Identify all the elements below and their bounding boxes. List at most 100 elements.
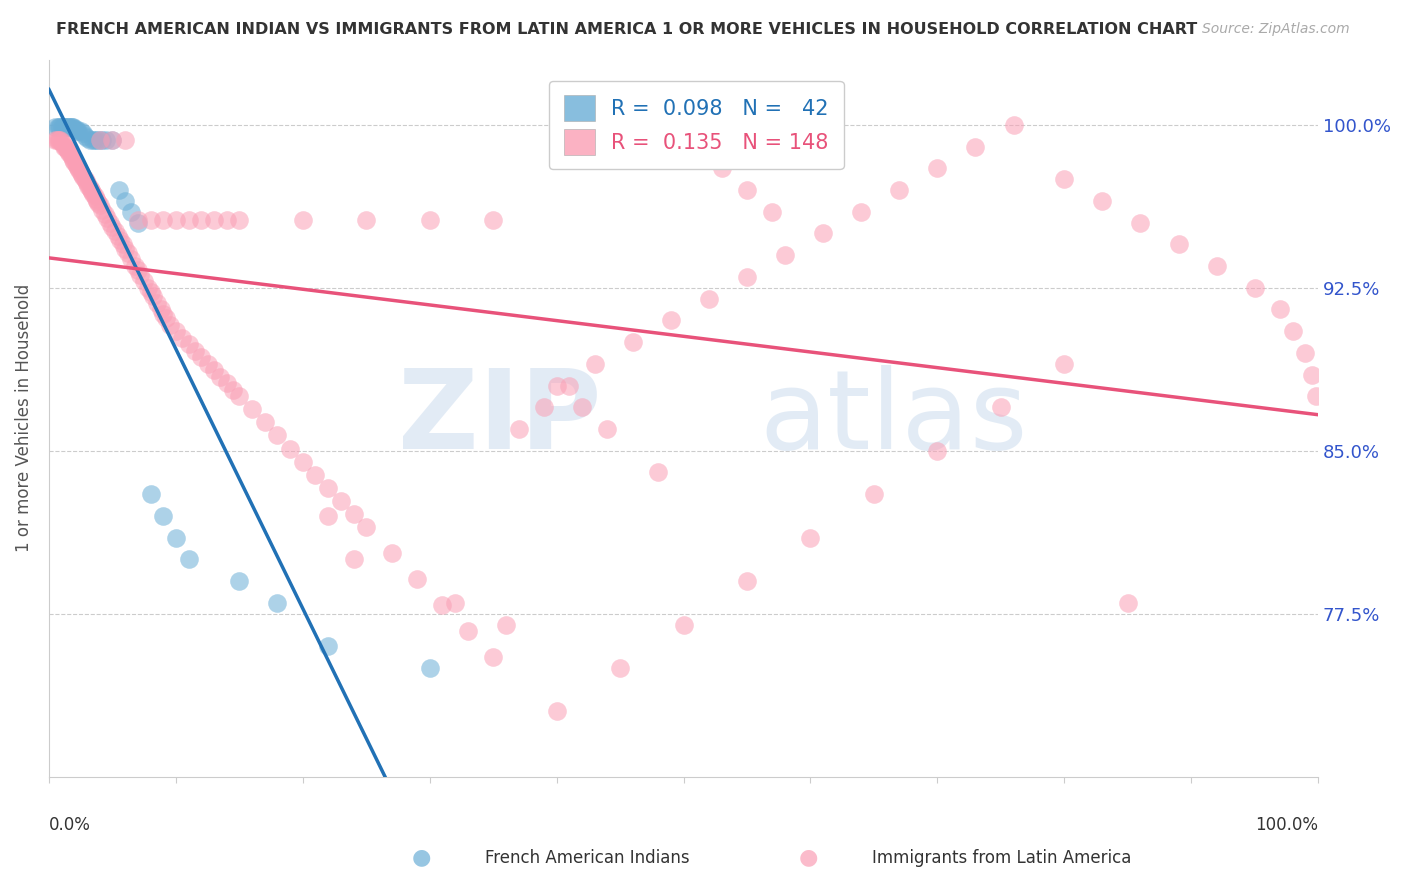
Point: [889, 183, 911, 197]
Point: [152, 213, 174, 227]
Point: [546, 705, 568, 719]
Text: ●: ●: [799, 847, 818, 867]
Point: [228, 213, 250, 227]
Point: [67, 124, 90, 138]
Point: [558, 378, 581, 392]
Point: [228, 389, 250, 403]
Text: ●: ●: [412, 847, 432, 867]
Text: 0.0%: 0.0%: [49, 816, 91, 834]
Point: [65, 157, 87, 171]
Point: [710, 161, 733, 176]
Point: [73, 128, 96, 143]
Text: atlas: atlas: [759, 365, 1028, 472]
Point: [117, 246, 139, 260]
Point: [647, 466, 669, 480]
Point: [56, 120, 79, 134]
Point: [761, 204, 783, 219]
Point: [863, 487, 886, 501]
Point: [316, 508, 339, 523]
Point: [101, 133, 124, 147]
Point: [51, 120, 73, 134]
Point: [55, 120, 77, 134]
Point: [139, 487, 162, 501]
Point: [159, 318, 181, 332]
Point: [152, 508, 174, 523]
Point: [89, 133, 111, 147]
Point: [253, 416, 276, 430]
Point: [419, 661, 441, 675]
Point: [381, 546, 404, 560]
Point: [1301, 368, 1323, 382]
Point: [1129, 216, 1152, 230]
Point: [190, 351, 212, 365]
Point: [697, 292, 720, 306]
Point: [621, 334, 644, 349]
Point: [67, 161, 90, 176]
Point: [107, 183, 129, 197]
Point: [278, 442, 301, 456]
Point: [1167, 237, 1189, 252]
Point: [571, 401, 593, 415]
Point: [98, 216, 121, 230]
Point: [79, 133, 101, 147]
Point: [114, 133, 136, 147]
Point: [86, 194, 108, 208]
Point: [67, 163, 90, 178]
Point: [444, 596, 467, 610]
Point: [124, 259, 146, 273]
Point: [121, 204, 143, 219]
Point: [177, 552, 200, 566]
Point: [55, 142, 77, 156]
Point: [94, 133, 117, 147]
Point: [83, 189, 105, 203]
Point: [44, 120, 66, 134]
Point: [82, 185, 104, 199]
Point: [851, 204, 873, 219]
Text: ZIP: ZIP: [398, 365, 600, 472]
Point: [77, 178, 100, 193]
Point: [1294, 346, 1316, 360]
Point: [735, 269, 758, 284]
Point: [1268, 302, 1291, 317]
Point: [66, 124, 89, 138]
Point: [49, 120, 72, 134]
Point: [94, 207, 117, 221]
Point: [799, 531, 821, 545]
Point: [87, 196, 110, 211]
Point: [457, 624, 479, 638]
Point: [316, 481, 339, 495]
Point: [114, 242, 136, 256]
Point: [56, 144, 79, 158]
Point: [266, 428, 288, 442]
Point: [58, 146, 80, 161]
Point: [356, 213, 378, 227]
Point: [1116, 596, 1139, 610]
Point: [482, 650, 505, 665]
Point: [89, 133, 111, 147]
Point: [165, 324, 187, 338]
Point: [53, 120, 76, 134]
Point: [228, 574, 250, 588]
Point: [139, 213, 162, 227]
Point: [222, 383, 245, 397]
Point: [583, 357, 606, 371]
Point: [101, 133, 124, 147]
Point: [1053, 172, 1076, 186]
Point: [316, 640, 339, 654]
Point: [69, 124, 91, 138]
Point: [49, 133, 72, 147]
Point: [91, 133, 114, 147]
Point: [152, 307, 174, 321]
Legend: R =  0.098   N =   42, R =  0.135   N = 148: R = 0.098 N = 42, R = 0.135 N = 148: [548, 81, 844, 169]
Point: [60, 150, 83, 164]
Point: [1281, 324, 1303, 338]
Point: [108, 233, 131, 247]
Point: [990, 401, 1012, 415]
Point: [342, 507, 364, 521]
Point: [46, 133, 69, 147]
Point: [1305, 389, 1327, 403]
Point: [82, 187, 104, 202]
Point: [735, 574, 758, 588]
Point: [596, 422, 619, 436]
Point: [114, 194, 136, 208]
